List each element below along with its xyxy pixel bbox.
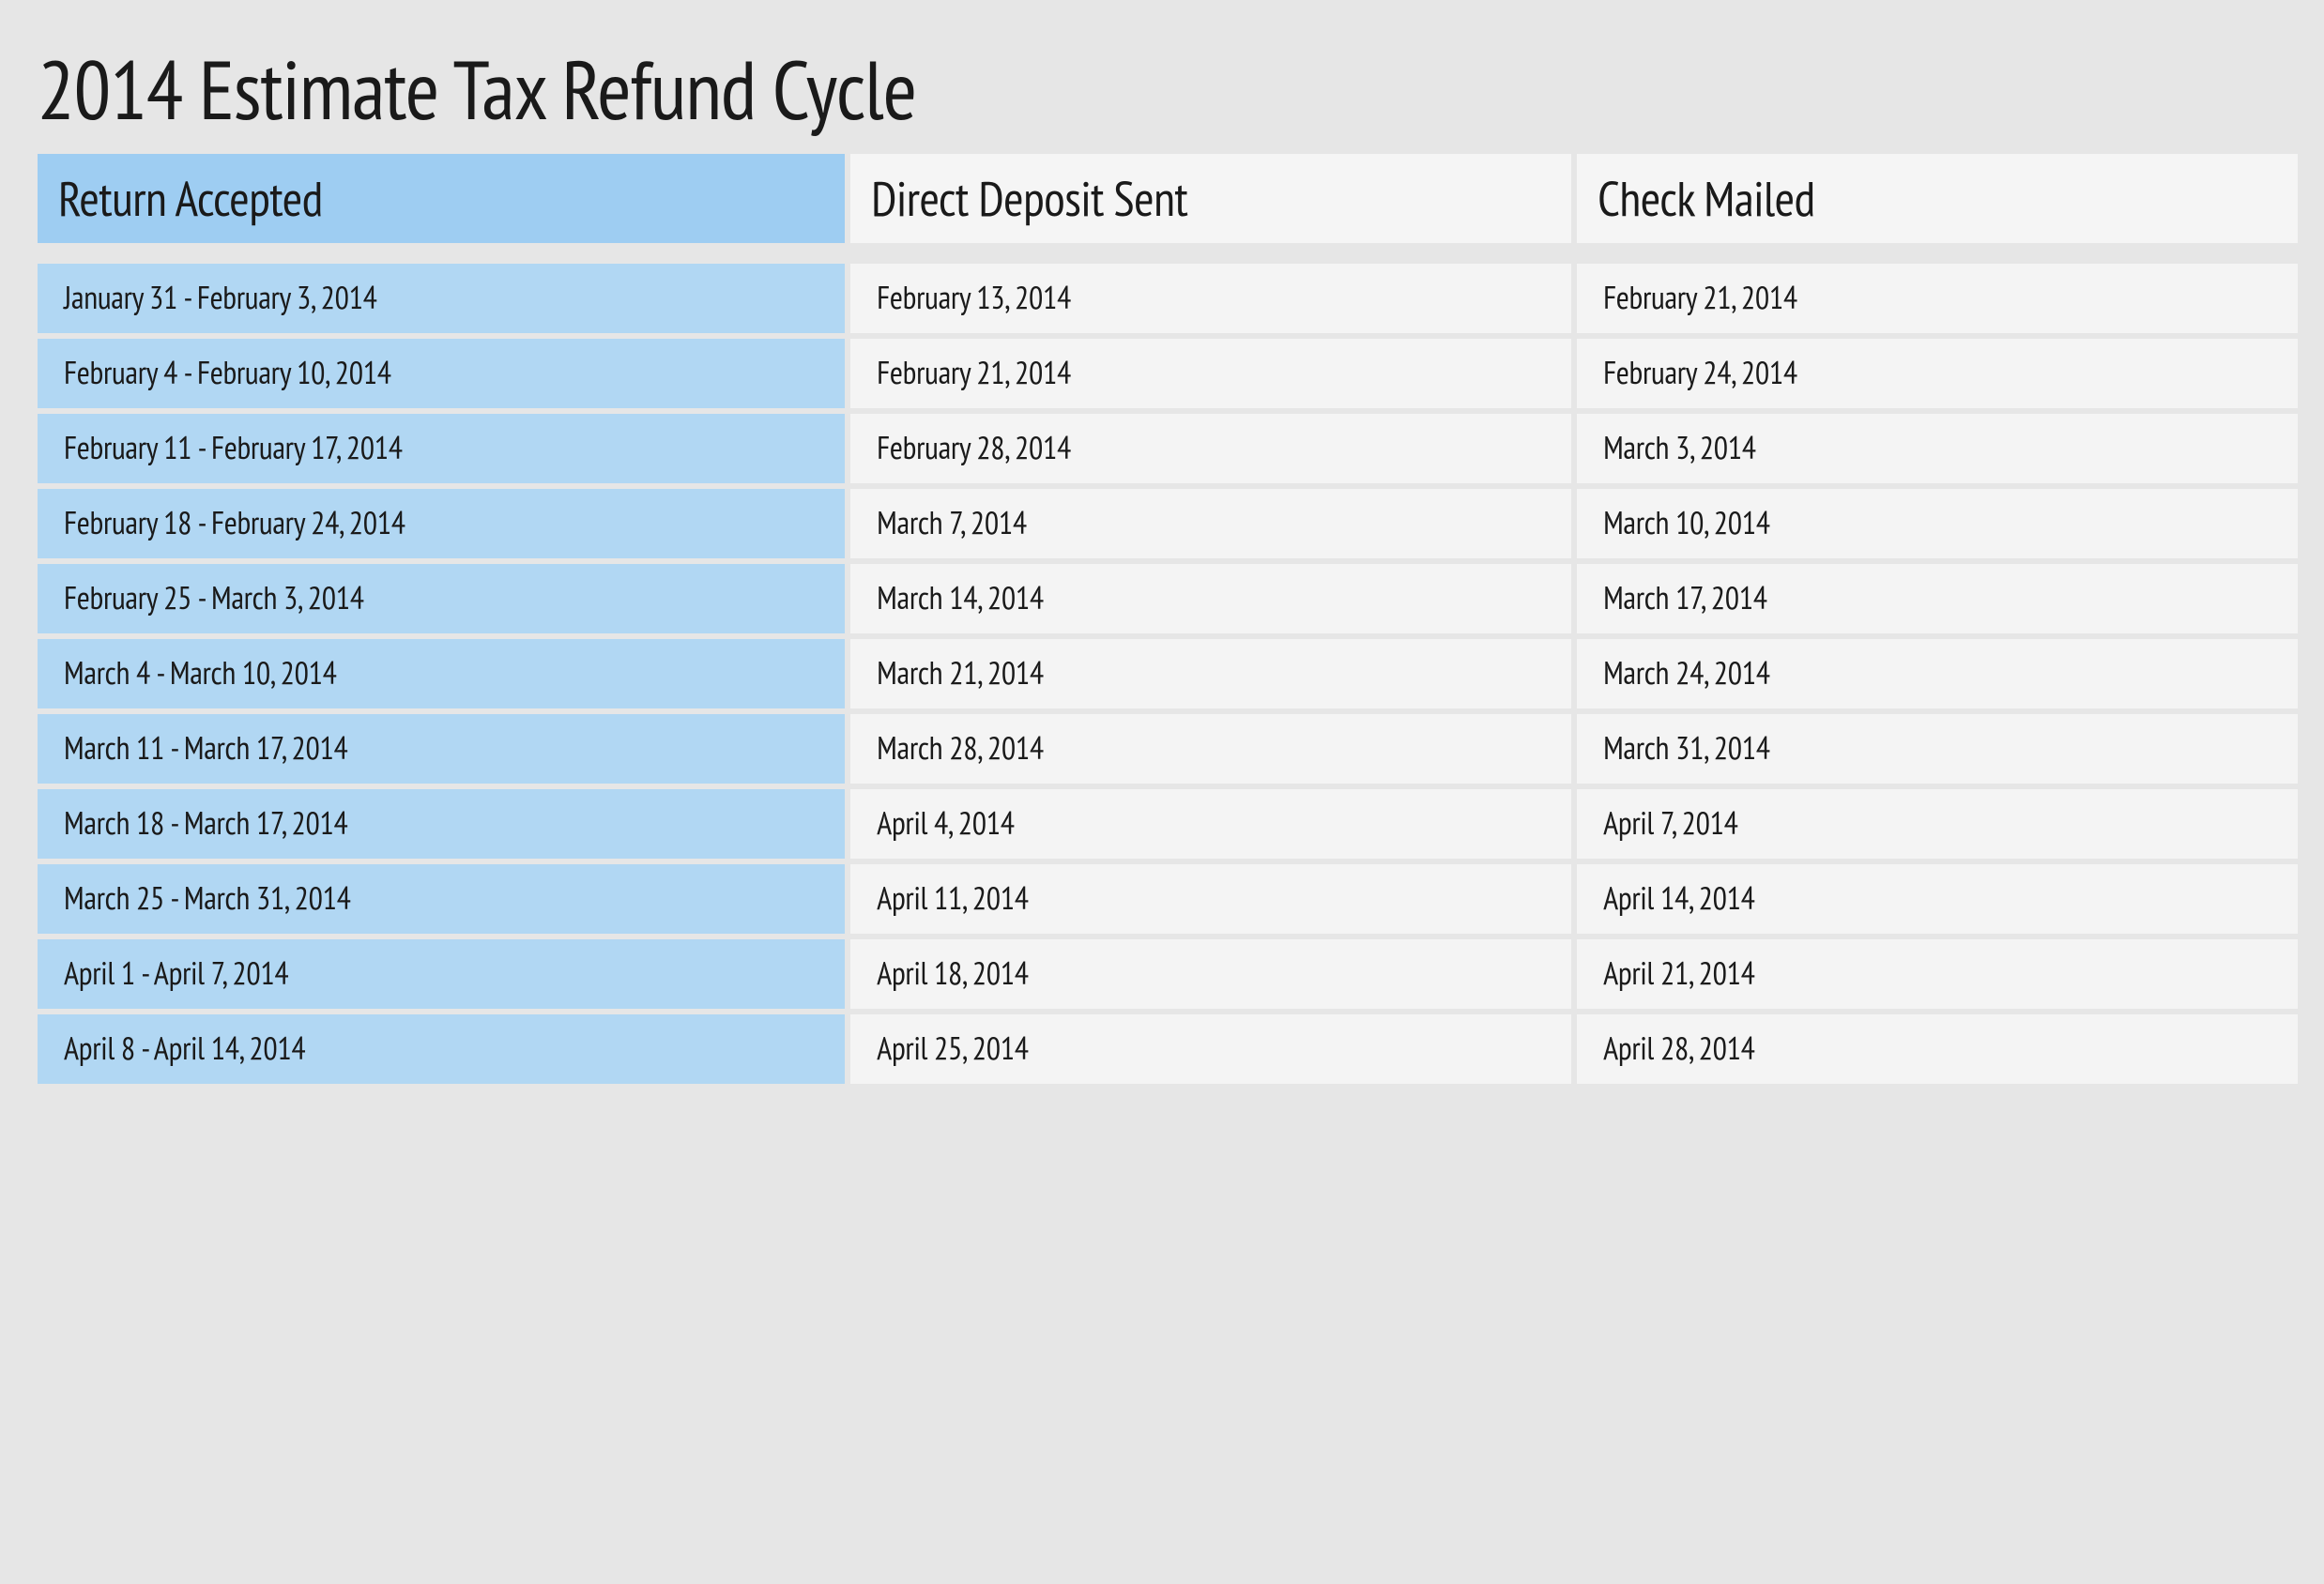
cell-return-accepted: February 18 - February 24, 2014 xyxy=(38,489,845,558)
table-row: February 25 - March 3, 2014March 14, 201… xyxy=(38,564,2286,633)
table-row: March 11 - March 17, 2014March 28, 2014M… xyxy=(38,714,2286,784)
col-header-check-mailed: Check Mailed xyxy=(1577,154,2298,243)
cell-direct-deposit: April 18, 2014 xyxy=(850,939,1571,1009)
cell-check-mailed: April 7, 2014 xyxy=(1577,789,2298,859)
cell-return-accepted: March 11 - March 17, 2014 xyxy=(38,714,845,784)
cell-return-accepted: March 18 - March 17, 2014 xyxy=(38,789,845,859)
table-row: January 31 - February 3, 2014February 13… xyxy=(38,264,2286,333)
cell-direct-deposit: April 4, 2014 xyxy=(850,789,1571,859)
cell-direct-deposit: March 14, 2014 xyxy=(850,564,1571,633)
table-row: February 4 - February 10, 2014February 2… xyxy=(38,339,2286,408)
table-body: January 31 - February 3, 2014February 13… xyxy=(38,264,2286,1084)
cell-check-mailed: April 14, 2014 xyxy=(1577,864,2298,934)
table-row: April 1 - April 7, 2014April 18, 2014Apr… xyxy=(38,939,2286,1009)
cell-direct-deposit: February 28, 2014 xyxy=(850,414,1571,483)
table-row: April 8 - April 14, 2014April 25, 2014Ap… xyxy=(38,1014,2286,1084)
cell-return-accepted: March 4 - March 10, 2014 xyxy=(38,639,845,708)
cell-return-accepted: April 8 - April 14, 2014 xyxy=(38,1014,845,1084)
cell-direct-deposit: April 11, 2014 xyxy=(850,864,1571,934)
cell-check-mailed: March 31, 2014 xyxy=(1577,714,2298,784)
cell-check-mailed: March 17, 2014 xyxy=(1577,564,2298,633)
table-row: March 25 - March 31, 2014April 11, 2014A… xyxy=(38,864,2286,934)
table-row: February 11 - February 17, 2014February … xyxy=(38,414,2286,483)
table-row: February 18 - February 24, 2014March 7, … xyxy=(38,489,2286,558)
refund-cycle-table: Return Accepted Direct Deposit Sent Chec… xyxy=(38,154,2286,1084)
cell-check-mailed: March 10, 2014 xyxy=(1577,489,2298,558)
cell-direct-deposit: April 25, 2014 xyxy=(850,1014,1571,1084)
cell-check-mailed: April 21, 2014 xyxy=(1577,939,2298,1009)
table-row: March 4 - March 10, 2014March 21, 2014Ma… xyxy=(38,639,2286,708)
cell-return-accepted: February 11 - February 17, 2014 xyxy=(38,414,845,483)
cell-check-mailed: April 28, 2014 xyxy=(1577,1014,2298,1084)
cell-direct-deposit: March 7, 2014 xyxy=(850,489,1571,558)
page-title: 2014 Estimate Tax Refund Cycle xyxy=(38,36,2286,143)
cell-direct-deposit: February 13, 2014 xyxy=(850,264,1571,333)
table-row: March 18 - March 17, 2014April 4, 2014Ap… xyxy=(38,789,2286,859)
cell-return-accepted: January 31 - February 3, 2014 xyxy=(38,264,845,333)
col-header-direct-deposit: Direct Deposit Sent xyxy=(850,154,1571,243)
table-header-row: Return Accepted Direct Deposit Sent Chec… xyxy=(38,154,2286,243)
cell-check-mailed: March 24, 2014 xyxy=(1577,639,2298,708)
cell-return-accepted: March 25 - March 31, 2014 xyxy=(38,864,845,934)
col-header-return-accepted: Return Accepted xyxy=(38,154,845,243)
cell-direct-deposit: March 21, 2014 xyxy=(850,639,1571,708)
cell-check-mailed: February 21, 2014 xyxy=(1577,264,2298,333)
cell-return-accepted: April 1 - April 7, 2014 xyxy=(38,939,845,1009)
cell-return-accepted: February 25 - March 3, 2014 xyxy=(38,564,845,633)
cell-return-accepted: February 4 - February 10, 2014 xyxy=(38,339,845,408)
cell-check-mailed: March 3, 2014 xyxy=(1577,414,2298,483)
cell-direct-deposit: March 28, 2014 xyxy=(850,714,1571,784)
cell-direct-deposit: February 21, 2014 xyxy=(850,339,1571,408)
cell-check-mailed: February 24, 2014 xyxy=(1577,339,2298,408)
